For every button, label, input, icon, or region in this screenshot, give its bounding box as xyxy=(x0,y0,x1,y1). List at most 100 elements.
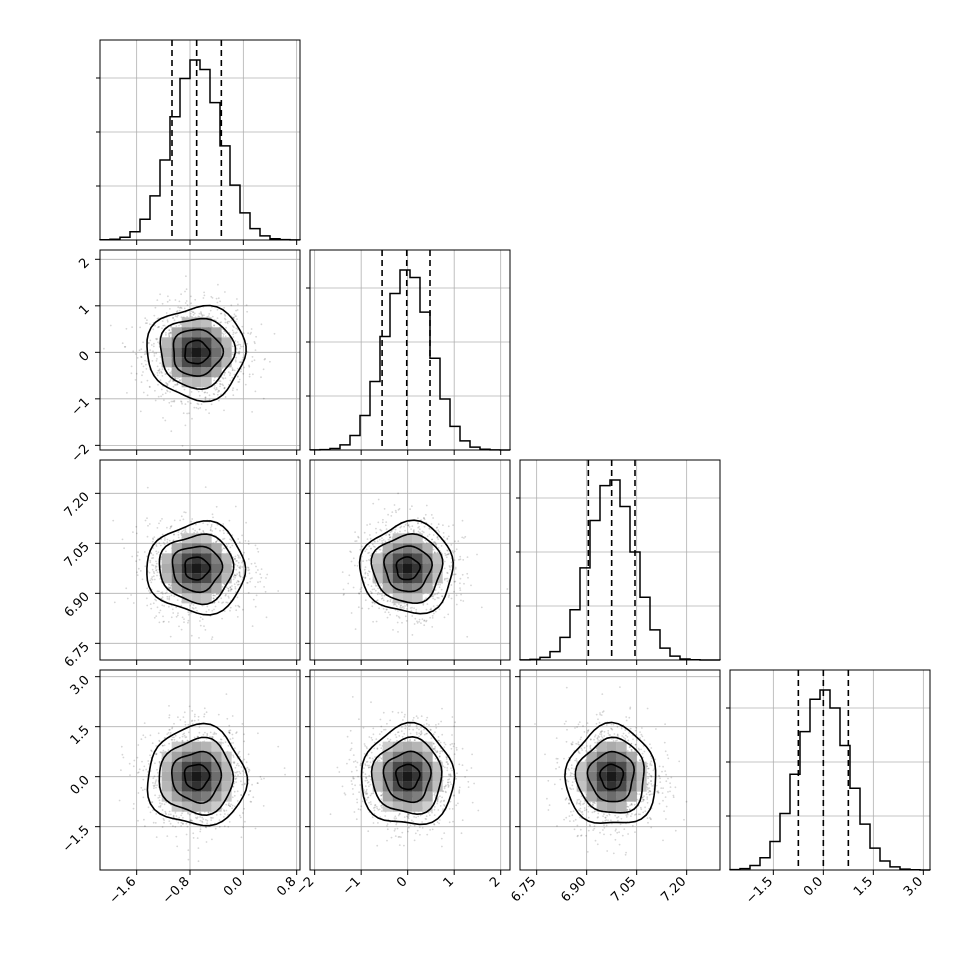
scatter-point xyxy=(254,342,256,345)
scatter-point xyxy=(446,553,449,556)
scatter-point xyxy=(187,858,190,861)
scatter-point xyxy=(354,531,356,533)
scatter-point xyxy=(229,609,231,612)
scatter-point xyxy=(230,588,233,591)
scatter-point xyxy=(446,572,449,574)
scatter-point xyxy=(232,578,235,581)
scatter-point xyxy=(174,384,176,386)
scatter-point xyxy=(216,317,219,319)
scatter-point xyxy=(366,572,369,575)
scatter-point xyxy=(234,360,237,363)
scatter-point xyxy=(109,324,112,327)
scatter-point xyxy=(167,368,170,371)
scatter-point xyxy=(192,311,194,314)
scatter-point xyxy=(254,544,257,547)
scatter-point xyxy=(264,357,266,360)
scatter-point xyxy=(172,385,175,388)
scatter-point xyxy=(168,598,171,601)
scatter-point xyxy=(145,368,148,370)
scatter-point xyxy=(411,525,414,528)
density-cell xyxy=(201,337,212,348)
scatter-point xyxy=(170,587,172,590)
scatter-point xyxy=(166,598,169,600)
scatter-point xyxy=(227,590,230,592)
scatter-point xyxy=(149,579,152,582)
scatter-point xyxy=(263,777,265,780)
scatter-point xyxy=(149,561,152,564)
scatter-point xyxy=(131,326,134,328)
scatter-point xyxy=(161,393,164,396)
scatter-point xyxy=(152,564,155,567)
scatter-point xyxy=(211,315,214,318)
contour-level-0 xyxy=(184,339,211,365)
scatter-point xyxy=(200,313,203,316)
scatter-point xyxy=(389,600,392,603)
scatter-point xyxy=(173,399,176,402)
scatter-point xyxy=(152,554,155,556)
scatter-point xyxy=(229,379,232,382)
scatter-point xyxy=(218,825,221,828)
scatter-point xyxy=(432,597,434,600)
scatter-point xyxy=(157,317,160,320)
scatter-point xyxy=(464,535,467,538)
density-cell xyxy=(221,347,232,358)
scatter-point xyxy=(389,598,392,601)
scatter-point xyxy=(453,559,456,561)
scatter-point xyxy=(235,356,238,359)
scatter-point xyxy=(231,345,234,348)
scatter-point xyxy=(150,581,153,584)
scatter-point xyxy=(209,527,212,529)
scatter-point xyxy=(459,577,462,580)
density-cell xyxy=(191,543,202,554)
scatter-point xyxy=(377,587,379,590)
scatter-point xyxy=(214,541,217,544)
scatter-point xyxy=(178,309,181,312)
scatter-point xyxy=(217,593,220,595)
scatter-point xyxy=(224,335,227,338)
scatter-point xyxy=(375,531,378,534)
scatter-point xyxy=(166,383,169,386)
scatter-point xyxy=(238,571,241,574)
scatter-point xyxy=(178,300,181,303)
panel-3-0 xyxy=(95,669,301,875)
scatter-point xyxy=(459,555,462,558)
scatter-point xyxy=(176,310,179,312)
scatter-point xyxy=(216,308,219,311)
scatter-point xyxy=(263,586,265,588)
scatter-point xyxy=(184,302,187,304)
scatter-point xyxy=(398,507,401,510)
scatter-point xyxy=(240,370,242,373)
scatter-point xyxy=(372,620,374,623)
scatter-point xyxy=(433,551,436,554)
scatter-point xyxy=(264,590,267,593)
density-cell xyxy=(171,543,182,554)
density-cell xyxy=(201,377,212,388)
scatter-point xyxy=(155,813,158,815)
scatter-point xyxy=(364,599,367,602)
scatter-point xyxy=(163,543,166,546)
scatter-point xyxy=(418,528,421,531)
scatter-point xyxy=(367,607,370,610)
scatter-point xyxy=(216,593,219,595)
scatter-point xyxy=(167,586,170,588)
scatter-point xyxy=(241,566,244,568)
scatter-point xyxy=(160,538,163,541)
scatter-point xyxy=(255,594,258,597)
scatter-point xyxy=(154,399,157,402)
scatter-point xyxy=(247,566,249,569)
scatter-point xyxy=(240,836,243,839)
scatter-point xyxy=(236,573,239,575)
scatter-point xyxy=(153,342,155,345)
scatter-point xyxy=(164,592,167,595)
scatter-point xyxy=(144,736,147,739)
scatter-point xyxy=(399,604,402,607)
scatter-point xyxy=(180,532,183,535)
scatter-point xyxy=(230,539,233,542)
density-cell xyxy=(201,543,212,554)
scatter-point xyxy=(431,538,433,541)
scatter-point xyxy=(148,386,151,388)
scatter-point xyxy=(239,361,242,364)
scatter-point xyxy=(263,358,266,361)
scatter-point xyxy=(459,582,461,585)
scatter-point xyxy=(227,371,230,374)
